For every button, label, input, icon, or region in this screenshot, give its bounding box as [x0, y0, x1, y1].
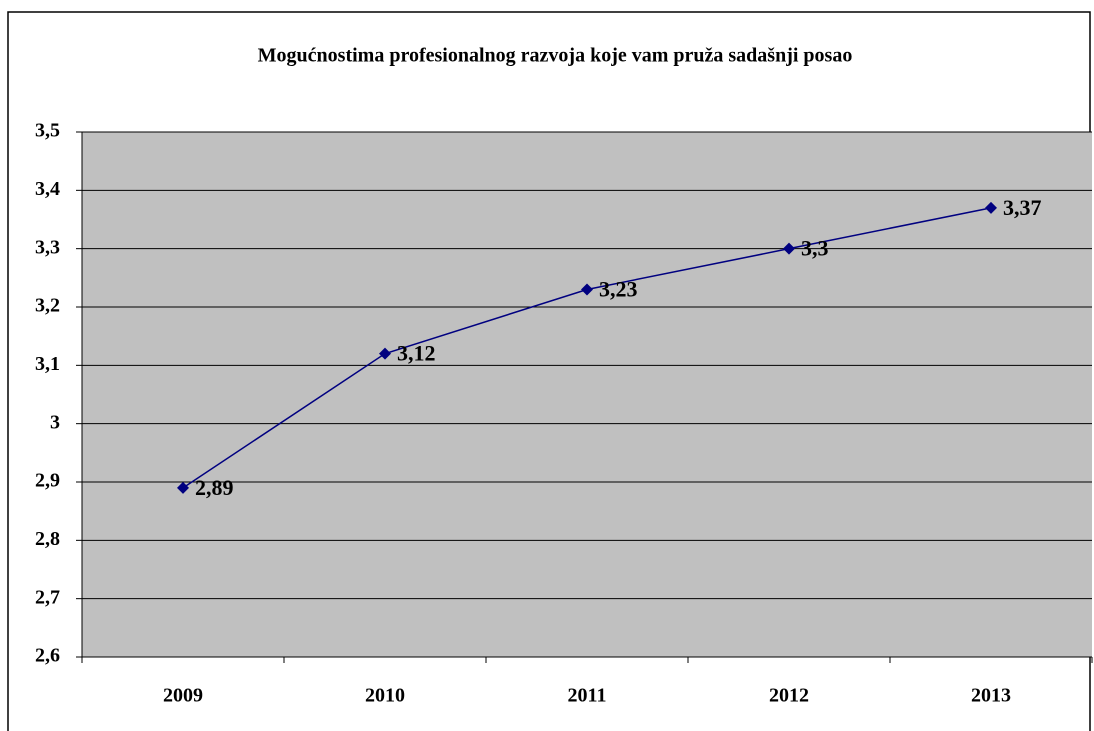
data-point: [985, 201, 997, 214]
x-tick-label: 2011: [568, 685, 607, 707]
data-point: [581, 283, 593, 296]
y-tick-label: 3,3: [35, 236, 60, 258]
x-tick-label: 2012: [769, 685, 809, 707]
data-label: 3,23: [599, 277, 638, 302]
y-tick-label: 3,4: [35, 178, 60, 200]
y-tick-label: 2,8: [35, 528, 60, 550]
x-tick-label: 2013: [971, 685, 1011, 707]
y-tick-label: 3,2: [35, 295, 60, 317]
data-label: 3,3: [801, 236, 829, 261]
data-point: [783, 242, 795, 255]
y-tick-label: 2,9: [35, 470, 60, 492]
data-label: 3,12: [397, 341, 436, 366]
y-tick-label: 2,6: [35, 645, 60, 667]
y-tick-label: 3,5: [35, 120, 60, 142]
x-tick-label: 2010: [365, 685, 405, 707]
data-point: [177, 481, 189, 494]
y-tick-label: 3: [50, 411, 60, 433]
chart-title: Mogućnostima profesionalnog razvoja koje…: [258, 45, 853, 67]
data-point: [379, 347, 391, 360]
data-label: 3,37: [1003, 195, 1042, 220]
x-tick-label: 2009: [163, 685, 203, 707]
y-tick-label: 2,7: [35, 586, 60, 608]
data-label: 2,89: [195, 475, 234, 500]
y-tick-label: 3,1: [35, 353, 60, 375]
plot-area: [82, 132, 1092, 657]
